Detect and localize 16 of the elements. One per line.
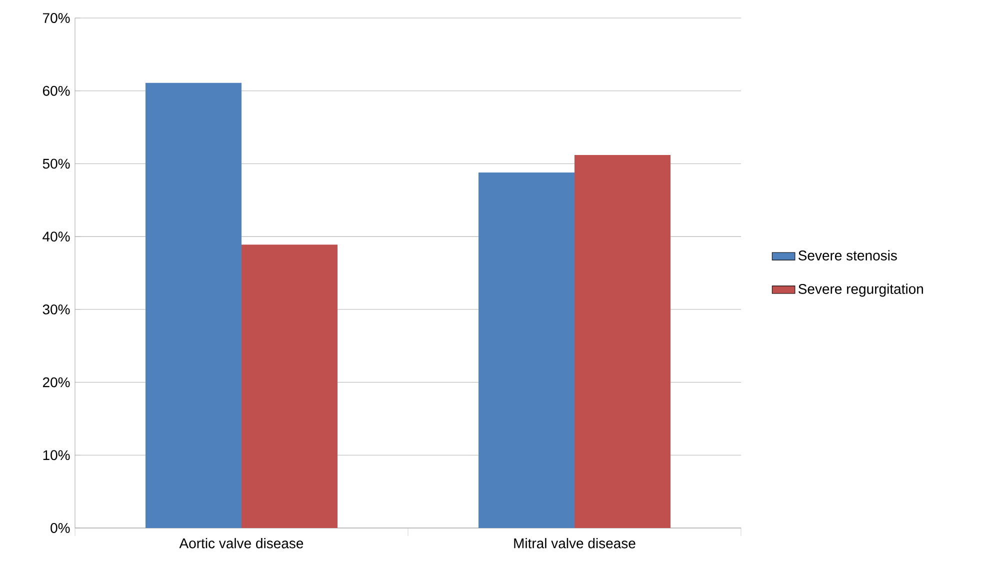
- legend-label: Severe regurgitation: [798, 284, 924, 297]
- bar: [242, 244, 338, 528]
- y-tick-label: 70%: [42, 13, 70, 23]
- x-tick-label: Aortic valve disease: [179, 538, 304, 548]
- y-tick-label: 10%: [43, 450, 70, 460]
- y-tick-label: 60%: [42, 86, 70, 96]
- bar: [574, 154, 671, 528]
- y-tick-label: 50%: [42, 158, 70, 169]
- y-tick-label: 20%: [42, 377, 70, 388]
- legend-label: Severe stenosis: [798, 250, 897, 260]
- y-tick-label: 0%: [50, 523, 70, 533]
- bar: [146, 82, 242, 528]
- bar: [478, 172, 575, 528]
- y-tick-label: 40%: [42, 232, 70, 242]
- x-tick-label: Mitral valve disease: [514, 538, 636, 548]
- y-tick-label: 30%: [42, 304, 70, 314]
